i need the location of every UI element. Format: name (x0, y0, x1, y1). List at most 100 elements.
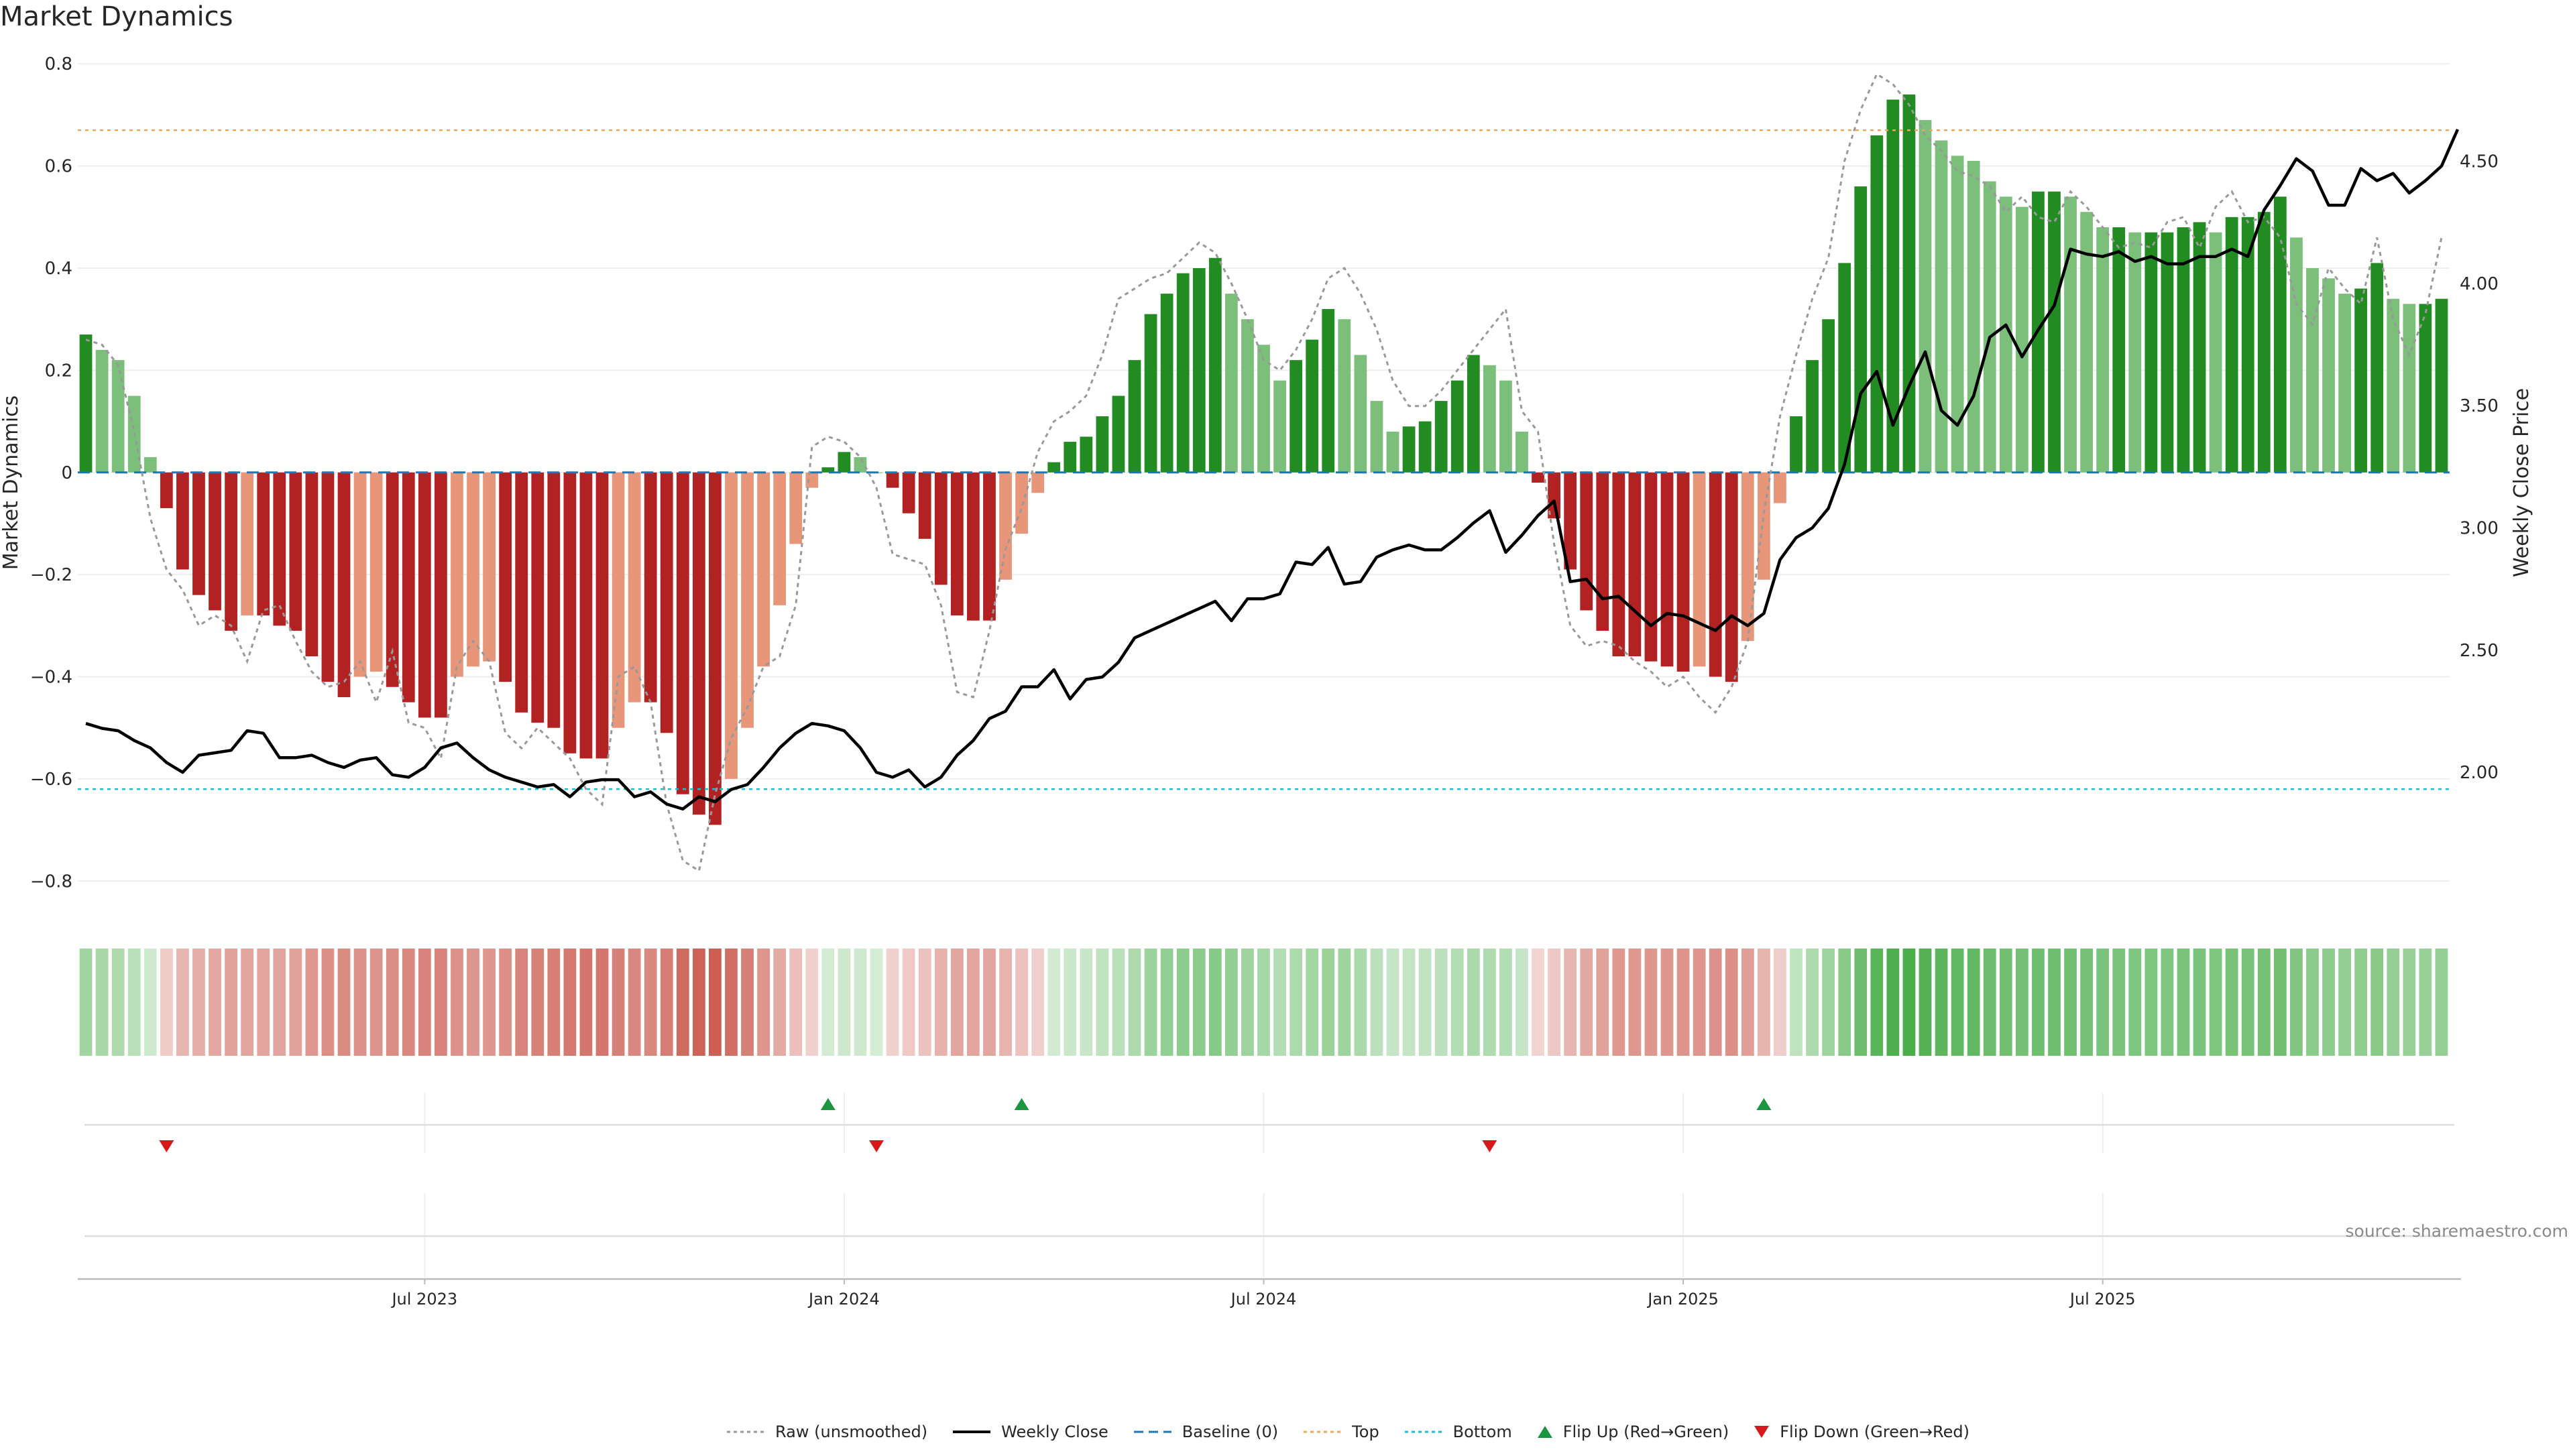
flip-down-marker (869, 1140, 884, 1152)
heat-cell (1418, 949, 1432, 1056)
x-tick-label: Jul 2025 (2069, 1290, 2136, 1309)
y-tick-label: 0.8 (45, 54, 72, 74)
heat-cell (628, 949, 641, 1056)
bar (2048, 191, 2061, 473)
bar (1532, 472, 1544, 483)
bar (2387, 298, 2400, 473)
heat-cell (1144, 949, 1157, 1056)
bar (1515, 431, 1528, 473)
bar (1693, 472, 1706, 667)
bar (1951, 156, 1964, 473)
heat-cell (612, 949, 625, 1056)
legend-line-icon (1304, 1431, 1342, 1433)
x-tick-label: Jul 2023 (390, 1290, 457, 1309)
bar (192, 472, 205, 595)
bar (789, 472, 803, 544)
bar (1273, 380, 1286, 473)
lower-gridlines (424, 1093, 2104, 1277)
bar (1838, 263, 1851, 473)
heat-cell (95, 949, 109, 1056)
heat-cell (1886, 949, 1900, 1056)
bar (595, 472, 609, 759)
bar (660, 472, 673, 733)
legend-item: Baseline (0) (1133, 1422, 1278, 1441)
heat-cell (838, 949, 851, 1056)
bar (709, 472, 722, 825)
heat-cell (321, 949, 335, 1056)
y-tick-label: −0.4 (30, 668, 72, 688)
bar (289, 472, 302, 631)
heat-cell (854, 949, 867, 1056)
y2-tick-label: 2.50 (2460, 641, 2499, 661)
bar (1870, 135, 1884, 473)
heat-cell (676, 949, 689, 1056)
heat-cell (1386, 949, 1399, 1056)
heat-cell (2128, 949, 2142, 1056)
heat-cell (2306, 949, 2319, 1056)
heat-cell (257, 949, 270, 1056)
heat-cell (127, 949, 141, 1056)
y-tick-label: 0 (61, 463, 72, 483)
bar (1160, 294, 1174, 473)
bar (2015, 206, 2028, 473)
heat-cell (1709, 949, 1722, 1056)
heat-cell (983, 949, 996, 1056)
bar (1564, 472, 1577, 570)
bar (2177, 227, 2190, 473)
bar (999, 472, 1012, 580)
bar (692, 472, 705, 815)
flip-down-marker (159, 1140, 174, 1152)
triangle-up-icon (1537, 1426, 1552, 1438)
bar (418, 472, 431, 718)
heat-cell (1951, 949, 1964, 1056)
y-tick-label: 0.6 (45, 157, 72, 177)
heat-cell (1628, 949, 1642, 1056)
heat-cell (1725, 949, 1738, 1056)
heat-cell (1273, 949, 1286, 1056)
heat-cell (241, 949, 254, 1056)
heat-cell (1596, 949, 1609, 1056)
bar (225, 472, 237, 631)
heat-cell (1080, 949, 1093, 1056)
heat-cell (1354, 949, 1367, 1056)
bar (1774, 472, 1786, 503)
bar (176, 472, 189, 570)
bar (805, 472, 819, 488)
bar (1886, 99, 1900, 473)
bar (1208, 257, 1222, 473)
heat-cell (2419, 949, 2432, 1056)
bar (1935, 140, 1948, 473)
bar (1725, 472, 1738, 682)
bar (1660, 472, 1674, 667)
heat-cell (1838, 949, 1851, 1056)
x-tick-label: Jan 2024 (807, 1290, 880, 1309)
heat-cell (579, 949, 593, 1056)
bar (1612, 472, 1625, 657)
bar (1467, 355, 1480, 473)
y2-tick-label: 3.50 (2460, 396, 2499, 416)
y2-tick-label: 4.50 (2460, 151, 2499, 172)
bar (579, 472, 593, 759)
heat-cell (2290, 949, 2303, 1056)
bar (2273, 196, 2287, 473)
bar (1418, 421, 1432, 473)
bar (95, 349, 109, 473)
bar (886, 472, 899, 488)
heat-cell (2032, 949, 2045, 1056)
legend-item: Weekly Close (952, 1422, 1108, 1441)
heat-cell (870, 949, 883, 1056)
heat-cell (386, 949, 399, 1056)
legend-line-icon (727, 1431, 764, 1433)
bar (2161, 232, 2174, 473)
heat-cell (1967, 949, 1980, 1056)
legend-label: Raw (unsmoothed) (775, 1422, 928, 1441)
bar (1354, 355, 1367, 473)
heat-cell (1064, 949, 1077, 1056)
bar (644, 472, 657, 703)
heat-cell (434, 949, 447, 1056)
bar (1628, 472, 1642, 657)
x-tick-label: Jan 2025 (1646, 1290, 1719, 1309)
bar (1128, 360, 1141, 473)
heat-cell (1208, 949, 1222, 1056)
